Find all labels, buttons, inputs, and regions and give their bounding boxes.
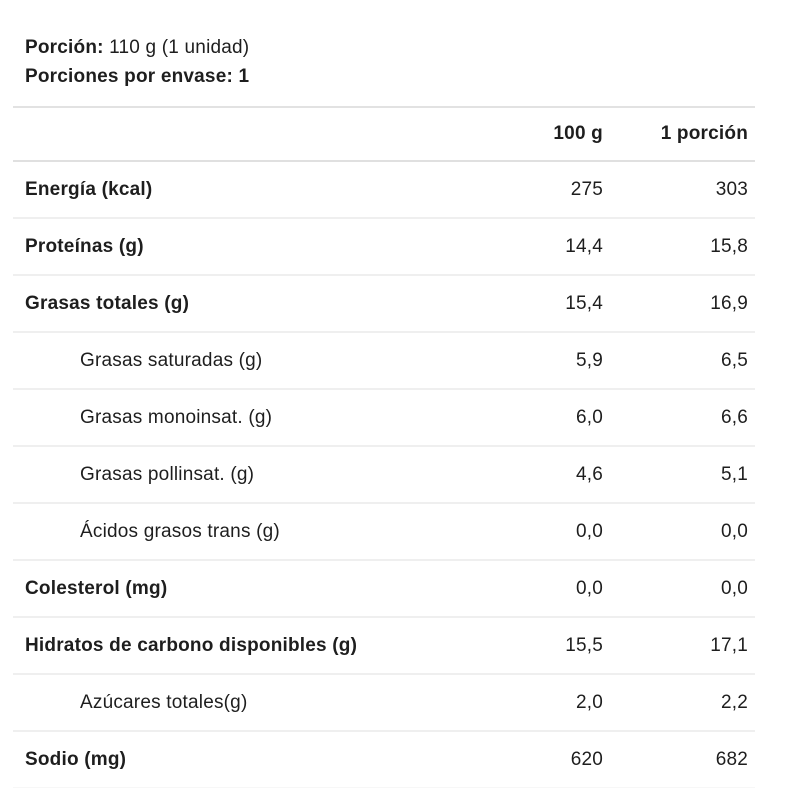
value-portion: 0,0 [720,520,748,542]
value-100g: 5,9 [575,349,603,371]
table-row: Proteínas (g) 14,4 15,8 [13,219,755,276]
value-portion: 5,1 [720,463,748,485]
value-portion: 15,8 [710,235,748,257]
table-header-row: 100 g 1 porción [13,108,755,162]
servings-per-container-value: 1 [238,66,250,87]
nutrition-content: Porción: 110 g (1 unidad) Porciones por … [13,0,755,788]
value-portion: 0,0 [720,577,748,599]
row-label: Proteínas (g) [25,235,144,257]
row-label: Grasas pollinsat. (g) [80,463,255,485]
value-100g: 15,5 [565,634,603,656]
row-label: Sodio (mg) [25,748,127,770]
value-portion: 682 [715,748,748,770]
value-100g: 6,0 [575,406,603,428]
value-100g: 275 [570,178,603,200]
value-100g: 620 [570,748,603,770]
table-row: Grasas saturadas (g) 5,9 6,5 [13,333,755,390]
value-100g: 15,4 [565,292,603,314]
table-row: Sodio (mg) 620 682 [13,732,755,788]
table-row: Grasas pollinsat. (g) 4,6 5,1 [13,447,755,504]
value-100g: 0,0 [575,520,603,542]
value-100g: 0,0 [575,577,603,599]
value-portion: 17,1 [710,634,748,656]
row-label: Grasas monoinsat. (g) [80,406,273,428]
serving-info: Porción: 110 g (1 unidad) Porciones por … [13,33,755,91]
row-label: Azúcares totales(g) [80,691,248,713]
serving-size-value: 110 g (1 unidad) [109,37,250,58]
column-header-portion: 1 porción [660,123,748,144]
value-100g: 4,6 [575,463,603,485]
value-portion: 303 [715,178,748,200]
row-label: Ácidos grasos trans (g) [80,520,280,542]
value-portion: 6,6 [720,406,748,428]
row-label: Colesterol (mg) [25,577,168,599]
value-portion: 6,5 [720,349,748,371]
row-label: Grasas saturadas (g) [80,349,263,371]
table-row: Grasas totales (g) 15,4 16,9 [13,276,755,333]
table-body: Energía (kcal) 275 303 Proteínas (g) 14,… [13,162,755,788]
serving-size-label: Porción: [25,37,104,58]
row-label: Grasas totales (g) [25,292,190,314]
serving-size-line: Porción: 110 g (1 unidad) [25,33,755,62]
table-row: Azúcares totales(g) 2,0 2,2 [13,675,755,732]
value-100g: 2,0 [575,691,603,713]
value-100g: 14,4 [565,235,603,257]
nutrition-table: 100 g 1 porción Energía (kcal) 275 303 P… [13,106,755,788]
value-portion: 16,9 [710,292,748,314]
table-row: Hidratos de carbono disponibles (g) 15,5… [13,618,755,675]
column-header-100g: 100 g [553,123,603,144]
table-row: Energía (kcal) 275 303 [13,162,755,219]
servings-per-container-label: Porciones por envase: [25,66,233,87]
row-label: Energía (kcal) [25,178,153,200]
table-row: Grasas monoinsat. (g) 6,0 6,6 [13,390,755,447]
table-row: Ácidos grasos trans (g) 0,0 0,0 [13,504,755,561]
row-label: Hidratos de carbono disponibles (g) [25,634,358,656]
table-row: Colesterol (mg) 0,0 0,0 [13,561,755,618]
value-portion: 2,2 [720,691,748,713]
servings-per-container-line: Porciones por envase: 1 [25,62,755,91]
